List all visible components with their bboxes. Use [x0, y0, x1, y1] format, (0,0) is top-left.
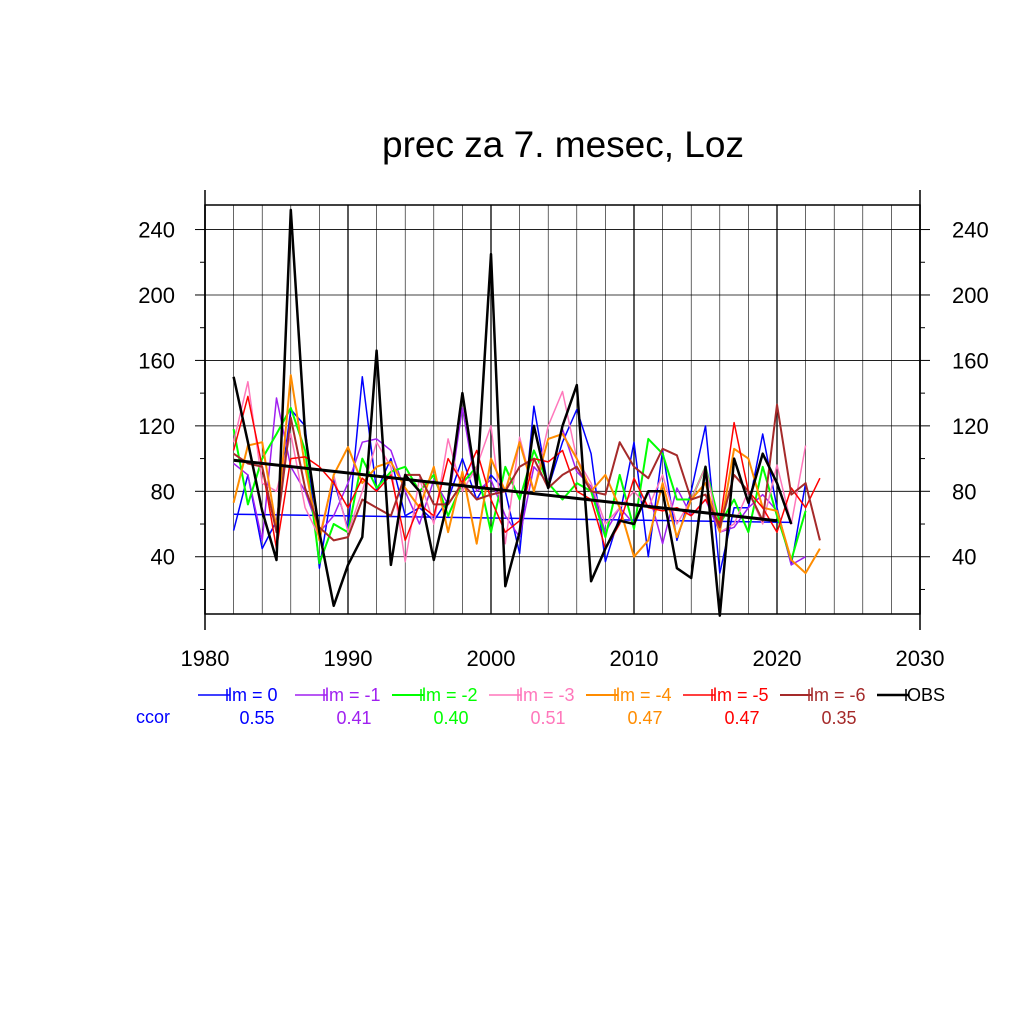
plot-frame — [204, 204, 921, 615]
series-line-7 — [232, 208, 793, 617]
grid — [204, 205, 921, 614]
x-tick-label: 2000 — [467, 646, 516, 671]
legend-label-6: lm = -6 — [810, 685, 866, 705]
legend-label-5: lm = -5 — [713, 685, 769, 705]
y-tick-label-right: 80 — [952, 479, 976, 504]
ccor-value-1: 0.41 — [336, 708, 371, 728]
y-tick-label: 40 — [151, 545, 175, 570]
chart-title: prec za 7. mesec, Loz — [382, 124, 744, 165]
y-tick-label: 200 — [138, 283, 175, 308]
axes: 40 40 80 80 120 120 160 160 200 200 240 240 1980 1990… — [138, 190, 989, 671]
legend-label-4: lm = -4 — [616, 685, 672, 705]
legend-label-7: OBS — [907, 685, 945, 705]
x-tick-label: 2020 — [753, 646, 802, 671]
trend-line-7 — [233, 458, 778, 523]
series-line-5 — [232, 395, 821, 550]
x-tick-label: 2010 — [610, 646, 659, 671]
legend-label-2: lm = -2 — [422, 685, 478, 705]
legend-label-3: lm = -3 — [519, 685, 575, 705]
ccor-value-0: 0.55 — [239, 708, 274, 728]
ccor-value-5: 0.47 — [724, 708, 759, 728]
plot-area — [232, 208, 821, 617]
y-tick-label-right: 200 — [952, 283, 989, 308]
y-tick-label-right: 240 — [952, 218, 989, 243]
y-tick-label-right: 40 — [952, 545, 976, 570]
series-line-6 — [233, 403, 821, 542]
x-tick-label: 2030 — [896, 646, 945, 671]
y-tick-label-right: 160 — [952, 348, 989, 373]
y-tick-label: 80 — [151, 479, 175, 504]
y-tick-label: 120 — [138, 414, 175, 439]
series-line-0 — [232, 376, 807, 574]
ccor-label: ccor — [136, 707, 170, 727]
x-tick-label: 1990 — [324, 646, 373, 671]
y-tick-label: 240 — [138, 218, 175, 243]
legend: lm = 0 0.55 lm = -1 0.41 lm = -2 0.40 lm = -3 0… — [198, 685, 945, 728]
ccor-value-3: 0.51 — [530, 708, 565, 728]
y-tick-label-right: 120 — [952, 414, 989, 439]
y-tick-label: 160 — [138, 348, 175, 373]
legend-label-0: lm = 0 — [228, 685, 278, 705]
ccor-value-6: 0.35 — [821, 708, 856, 728]
legend-label-1: lm = -1 — [325, 685, 381, 705]
ccor-value-2: 0.40 — [433, 708, 468, 728]
x-tick-label: 1980 — [181, 646, 230, 671]
ccor-value-4: 0.47 — [627, 708, 662, 728]
